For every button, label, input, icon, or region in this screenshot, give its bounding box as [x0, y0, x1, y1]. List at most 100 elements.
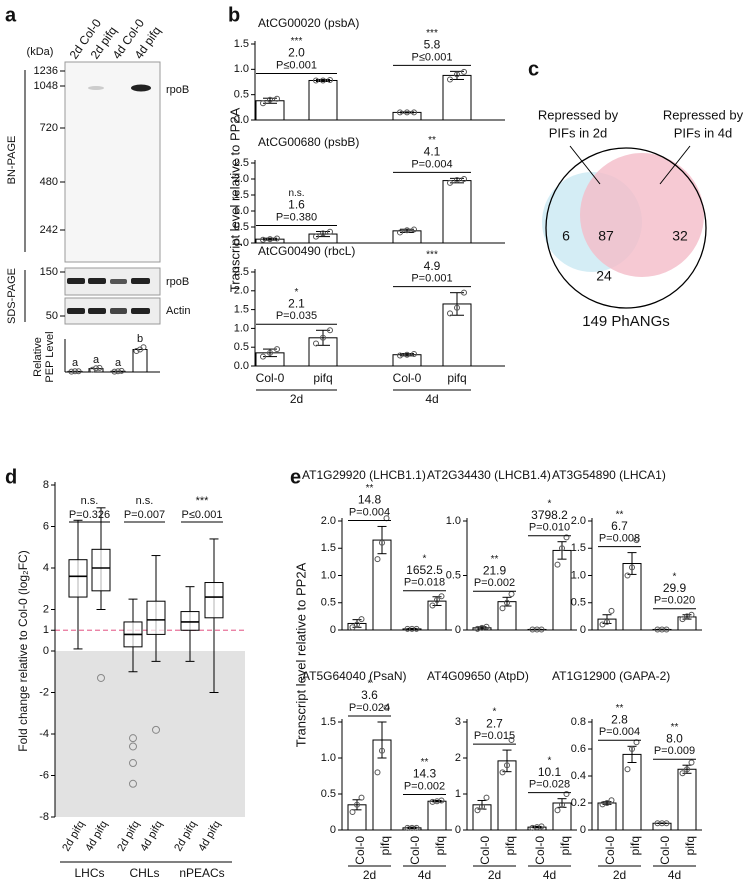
data-point [679, 616, 686, 623]
y-tick-label: 1.0 [234, 322, 249, 334]
data-point [96, 364, 103, 371]
venn-label: PIFs in 2d [549, 125, 608, 140]
bar [132, 349, 148, 373]
band [131, 308, 150, 314]
data-point [461, 68, 467, 75]
group-label: 4d [418, 868, 431, 882]
y-axis-label: Fold change relative to Col-0 (log₂FC) [16, 550, 30, 751]
data-point [320, 230, 326, 237]
p-value: P=0.002 [474, 577, 515, 589]
data-point [504, 599, 510, 606]
fold-change: 5.8 [424, 38, 441, 52]
significance: ** [421, 757, 429, 768]
bar [392, 111, 422, 121]
data-point [327, 228, 333, 235]
data-point [454, 176, 460, 183]
gel-label: BN-PAGE [6, 136, 18, 185]
y-tick-label: 2.0 [321, 515, 336, 527]
y-tick-label: 0.6 [571, 743, 586, 755]
y-tick-label: 1.5 [571, 542, 586, 554]
x-tick-label: pifq [503, 836, 517, 855]
y-tick-label: 0 [43, 645, 49, 657]
outlier [129, 734, 137, 743]
data-point [663, 626, 670, 633]
letter-label: a [115, 357, 122, 369]
y-tick-label: -2 [39, 686, 49, 698]
data-point [133, 348, 140, 354]
y-tick-label: 0.5 [234, 221, 249, 233]
data-point [629, 746, 635, 752]
p-value: P=0.002 [404, 780, 445, 792]
data-point [313, 77, 319, 84]
significance: * [548, 498, 552, 509]
group-label: 2d [363, 868, 376, 882]
p-value: P=0.020 [654, 595, 695, 607]
x-tick-label: pifq [683, 836, 697, 855]
venn-total: 149 PhANGs [582, 313, 670, 330]
y-tick-label: 1.0 [446, 515, 461, 527]
p-value: P≤0.001 [276, 59, 317, 71]
chart-title: AtCG00020 (psbA) [258, 16, 359, 30]
data-point [397, 109, 403, 116]
y-tick-label: 0.4 [571, 770, 586, 782]
p-value: P=0.018 [404, 577, 445, 589]
venn-circle [580, 153, 704, 277]
data-point [633, 537, 640, 544]
significance: ** [366, 483, 374, 494]
x-tick-label: 4d pifq [83, 819, 110, 854]
venn-circle [545, 147, 707, 309]
data-point [461, 289, 467, 296]
y-tick-label: 0 [330, 824, 336, 836]
data-point [663, 820, 670, 827]
data-point [379, 539, 385, 546]
data-point [508, 591, 515, 598]
y-tick-label: 0.8 [571, 716, 586, 728]
y-tick-label: 0 [580, 624, 586, 636]
y-tick-label: 2.0 [234, 285, 249, 297]
fold-change: 1.6 [288, 198, 305, 212]
fold-change: 2.8 [611, 712, 628, 726]
x-tick-label: 4d pifq [196, 819, 223, 854]
significance: ** [616, 509, 624, 520]
x-tick-label: Col-0 [533, 836, 547, 865]
p-value: P=0.028 [529, 779, 570, 791]
data-point [447, 310, 453, 317]
group-label: 4d [425, 392, 438, 406]
fold-change: 1652.5 [406, 563, 443, 577]
significance: n.s. [81, 495, 99, 507]
data-point [679, 770, 686, 777]
y-tick-label: 0.5 [234, 89, 249, 101]
fold-change: 2.1 [288, 296, 305, 310]
data-point [327, 327, 333, 334]
data-point [68, 368, 75, 375]
y-tick-label: 0.5 [571, 597, 586, 609]
y-tick-label: -6 [39, 769, 49, 781]
y-tick-label: 1.5 [234, 189, 249, 201]
y-tick-label: 0.2 [571, 797, 586, 809]
marker-label: 1048 [34, 80, 58, 92]
data-point [554, 561, 561, 568]
y-tick-label: 0.0 [234, 360, 249, 372]
p-value: P≤0.001 [412, 51, 453, 63]
group-label: 4d [543, 868, 556, 882]
y-tick-label: 1.0 [234, 63, 249, 75]
chart-title: AT3G54890 (LHCA1) [552, 468, 666, 482]
significance: ** [616, 703, 624, 714]
data-point [354, 801, 360, 808]
panel-letter: e [290, 466, 301, 488]
data-point [404, 109, 410, 116]
chart-title: AT1G12900 (GAPA-2) [552, 669, 670, 683]
data-point [483, 794, 490, 801]
y-tick-label: 1 [43, 624, 49, 636]
p-value: P=0.035 [276, 310, 317, 322]
shade [55, 651, 245, 817]
data-point [111, 368, 118, 375]
x-tick-label: Col-0 [408, 836, 422, 865]
bar [442, 74, 472, 121]
y-tick-label: 1.0 [234, 205, 249, 217]
data-point [479, 803, 485, 810]
fold-change: 8.0 [666, 731, 683, 745]
data-point [499, 605, 506, 612]
y-tick-label: 0.0 [234, 237, 249, 249]
